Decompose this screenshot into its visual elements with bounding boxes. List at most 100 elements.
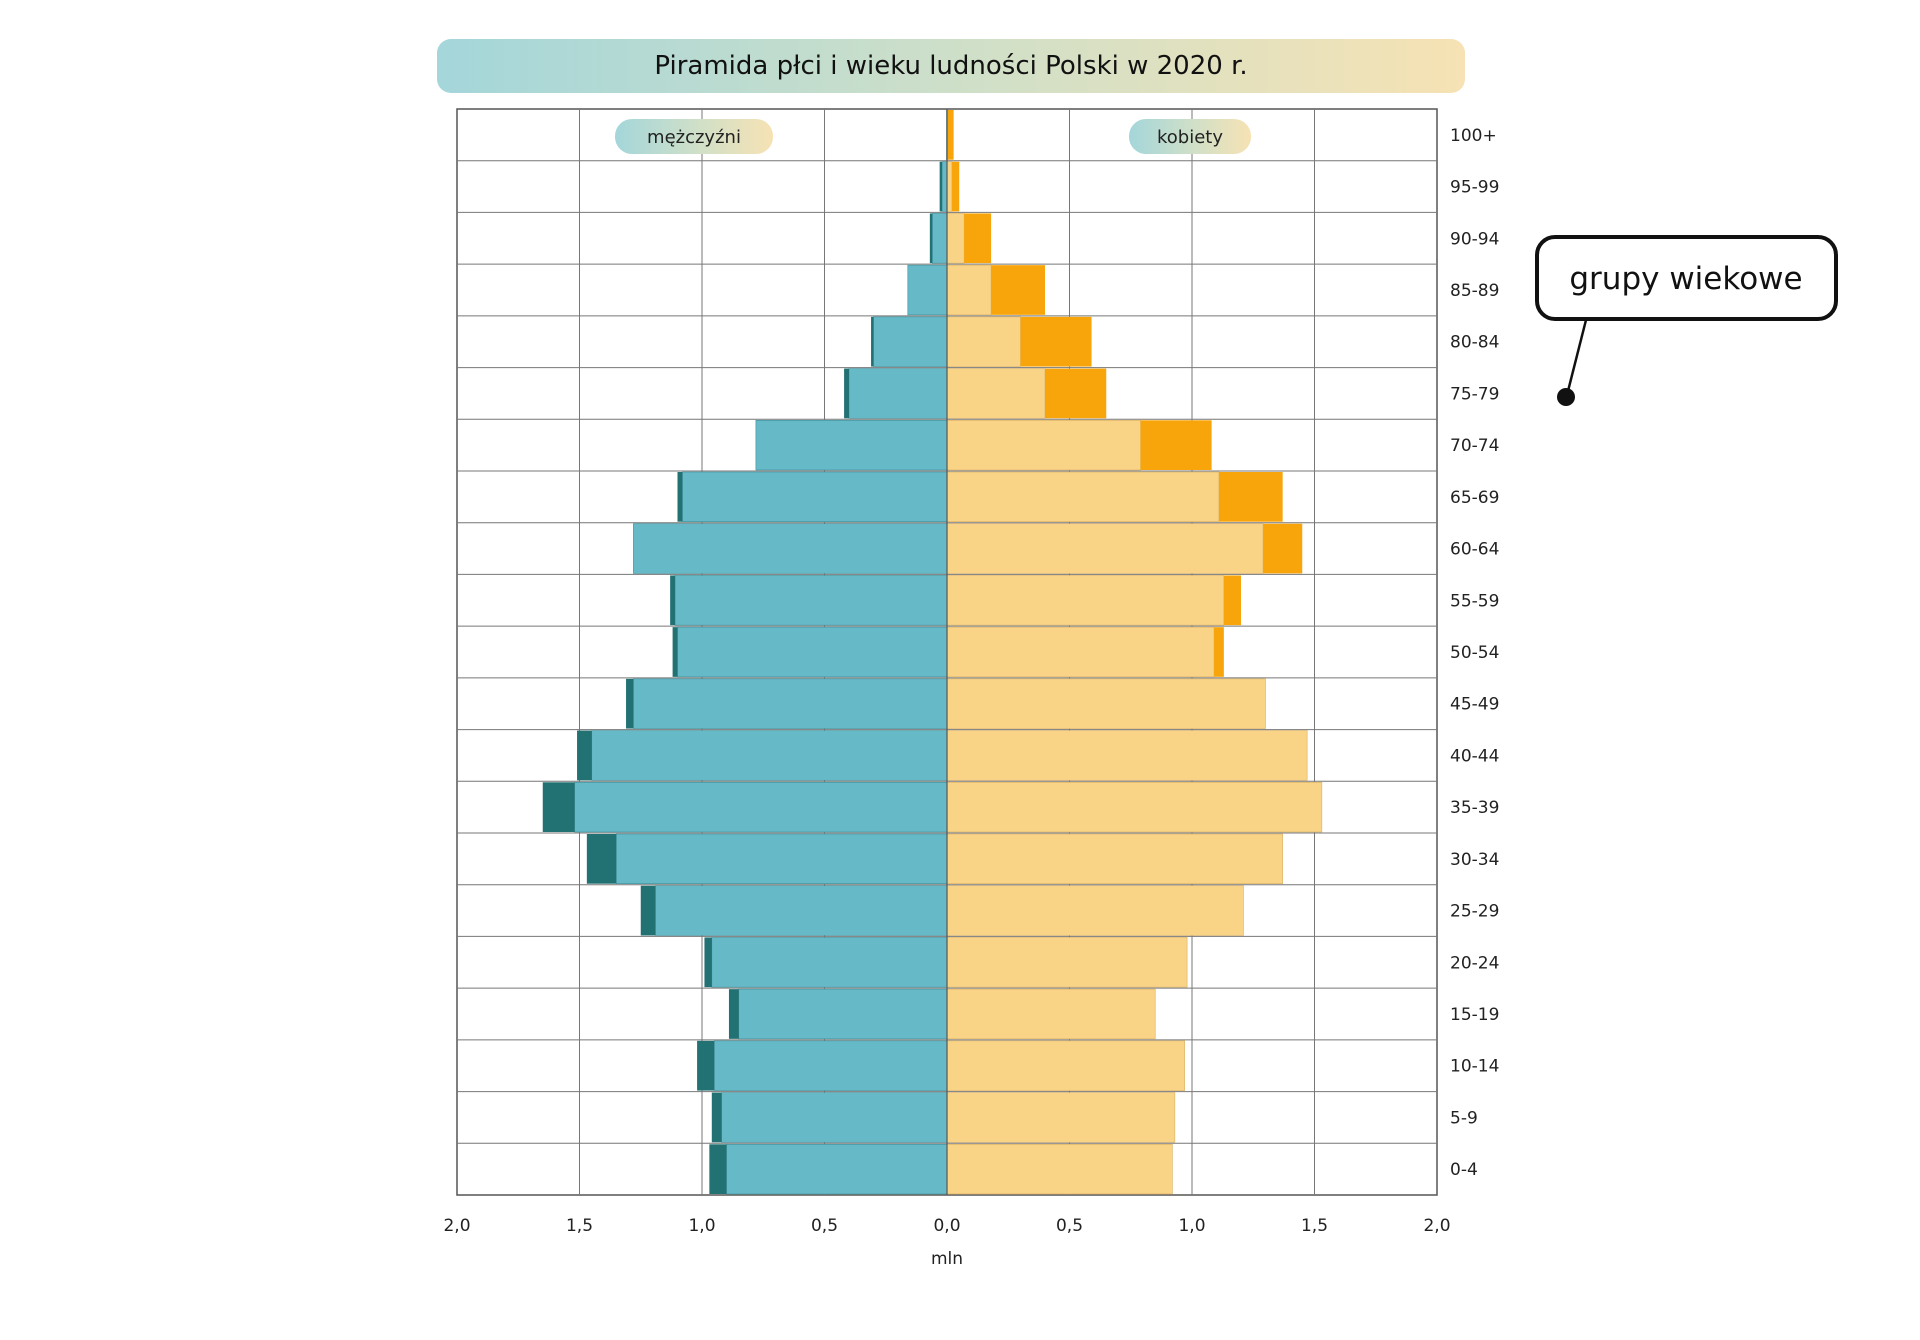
y-category-label: 90-94 bbox=[1450, 229, 1499, 249]
bar-male-surplus-0-4 bbox=[709, 1144, 727, 1194]
bar-male-35-39 bbox=[574, 781, 948, 833]
bar-male-25-29 bbox=[655, 885, 948, 936]
bar-male-surplus-35-39 bbox=[542, 782, 575, 832]
bar-male-15-19 bbox=[738, 988, 948, 1040]
legend-male-label: mężczyźni bbox=[647, 127, 741, 148]
bar-male-45-49 bbox=[633, 678, 948, 729]
x-tick-label: 2,0 bbox=[1423, 1216, 1450, 1236]
bar-female-0-4 bbox=[946, 1143, 1173, 1195]
y-category-label: 35-39 bbox=[1450, 798, 1499, 818]
y-category-label: 15-19 bbox=[1450, 1005, 1499, 1025]
legend-female-label: kobiety bbox=[1157, 127, 1223, 148]
chart-title: Piramida płci i wieku ludności Polski w … bbox=[654, 51, 1247, 81]
bar-female-40-44 bbox=[946, 730, 1308, 781]
bar-female-85-89 bbox=[946, 264, 992, 316]
callout-dot bbox=[1557, 388, 1575, 406]
bar-male-surplus-5-9 bbox=[711, 1092, 722, 1143]
y-category-label: 85-89 bbox=[1450, 281, 1499, 301]
bar-male-50-54 bbox=[677, 626, 948, 678]
callout-text: grupy wiekowe bbox=[1569, 261, 1802, 297]
bar-female-surplus-60-64 bbox=[1263, 523, 1303, 574]
bar-male-surplus-45-49 bbox=[626, 678, 634, 729]
bar-male-10-14 bbox=[713, 1040, 948, 1091]
bar-male-surplus-75-79 bbox=[844, 368, 849, 419]
y-category-label: 0-4 bbox=[1450, 1160, 1478, 1180]
y-category-label: 30-34 bbox=[1450, 850, 1499, 870]
bar-male-surplus-50-54 bbox=[672, 627, 678, 677]
bar-female-55-59 bbox=[946, 575, 1225, 626]
bar-female-75-79 bbox=[946, 368, 1046, 419]
bar-female-45-49 bbox=[946, 678, 1266, 729]
x-tick-label: 0,5 bbox=[1056, 1216, 1083, 1236]
bar-male-5-9 bbox=[721, 1092, 948, 1143]
bar-female-surplus-85-89 bbox=[991, 265, 1045, 315]
bar-female-95-99 bbox=[946, 161, 953, 212]
y-category-label: 40-44 bbox=[1450, 746, 1499, 766]
y-category-label: 65-69 bbox=[1450, 488, 1499, 508]
bars bbox=[542, 109, 1323, 1195]
bar-female-60-64 bbox=[946, 523, 1264, 574]
y-category-label: 80-84 bbox=[1450, 333, 1499, 353]
bar-male-surplus-10-14 bbox=[697, 1040, 715, 1091]
bar-female-10-14 bbox=[946, 1040, 1185, 1091]
x-axis-label: mln bbox=[931, 1249, 963, 1269]
bar-male-75-79 bbox=[848, 368, 948, 419]
bar-female-35-39 bbox=[946, 781, 1323, 833]
bar-female-80-84 bbox=[946, 316, 1021, 367]
bar-female-30-34 bbox=[946, 833, 1283, 885]
bar-female-25-29 bbox=[946, 885, 1244, 936]
x-tick-label: 0,0 bbox=[933, 1216, 960, 1236]
x-tick-label: 2,0 bbox=[443, 1216, 470, 1236]
legend-female-pill bbox=[1129, 119, 1251, 154]
bar-female-surplus-75-79 bbox=[1045, 368, 1107, 419]
y-category-label: 75-79 bbox=[1450, 384, 1499, 404]
title-banner bbox=[437, 39, 1465, 93]
bar-female-surplus-50-54 bbox=[1214, 627, 1224, 677]
y-category-label: 45-49 bbox=[1450, 695, 1499, 715]
bar-male-30-34 bbox=[615, 833, 948, 885]
bar-male-surplus-55-59 bbox=[670, 575, 676, 626]
bar-male-70-74 bbox=[755, 419, 948, 471]
bar-female-surplus-90-94 bbox=[964, 213, 992, 264]
y-category-label: 20-24 bbox=[1450, 953, 1499, 973]
bar-male-surplus-15-19 bbox=[728, 989, 739, 1039]
bar-male-surplus-80-84 bbox=[871, 316, 874, 367]
y-category-label: 10-14 bbox=[1450, 1057, 1499, 1077]
x-tick-label: 0,5 bbox=[811, 1216, 838, 1236]
bar-male-85-89 bbox=[907, 264, 948, 316]
x-tick-label: 1,5 bbox=[566, 1216, 593, 1236]
bar-male-surplus-95-99 bbox=[939, 161, 943, 212]
bar-male-surplus-65-69 bbox=[677, 472, 683, 522]
callout-pointer bbox=[1565, 319, 1588, 396]
x-tick-label: 1,0 bbox=[1178, 1216, 1205, 1236]
y-category-label: 50-54 bbox=[1450, 643, 1499, 663]
bar-female-surplus-100+ bbox=[947, 110, 954, 160]
bar-female-65-69 bbox=[946, 471, 1220, 523]
bar-female-15-19 bbox=[946, 988, 1156, 1040]
bar-female-surplus-80-84 bbox=[1020, 316, 1092, 367]
bar-female-surplus-95-99 bbox=[951, 161, 960, 212]
bar-male-90-94 bbox=[931, 213, 948, 264]
y-category-label: 70-74 bbox=[1450, 436, 1499, 456]
bar-male-20-24 bbox=[711, 937, 948, 988]
bar-male-40-44 bbox=[591, 730, 948, 781]
bar-male-55-59 bbox=[674, 575, 948, 626]
bar-male-surplus-30-34 bbox=[586, 834, 617, 884]
y-category-label: 55-59 bbox=[1450, 591, 1499, 611]
callout-box bbox=[1535, 235, 1838, 321]
bar-female-50-54 bbox=[946, 626, 1215, 678]
x-tick-label: 1,0 bbox=[688, 1216, 715, 1236]
bar-male-80-84 bbox=[873, 316, 948, 367]
bar-male-surplus-25-29 bbox=[640, 885, 656, 936]
bar-male-95-99 bbox=[941, 161, 948, 212]
bar-female-surplus-55-59 bbox=[1223, 575, 1241, 626]
bar-female-20-24 bbox=[946, 937, 1188, 988]
bar-male-60-64 bbox=[633, 523, 948, 574]
bar-male-surplus-40-44 bbox=[577, 730, 592, 781]
bar-female-surplus-70-74 bbox=[1140, 420, 1212, 470]
x-tick-label: 1,5 bbox=[1301, 1216, 1328, 1236]
y-category-label: 25-29 bbox=[1450, 902, 1499, 922]
axes: 2,0 1,5 1,0 0,5 0,0 0,5 1,0 1,5 2,0 100+ 95-99 90-9… bbox=[443, 109, 1499, 1236]
bar-female-70-74 bbox=[946, 419, 1141, 471]
